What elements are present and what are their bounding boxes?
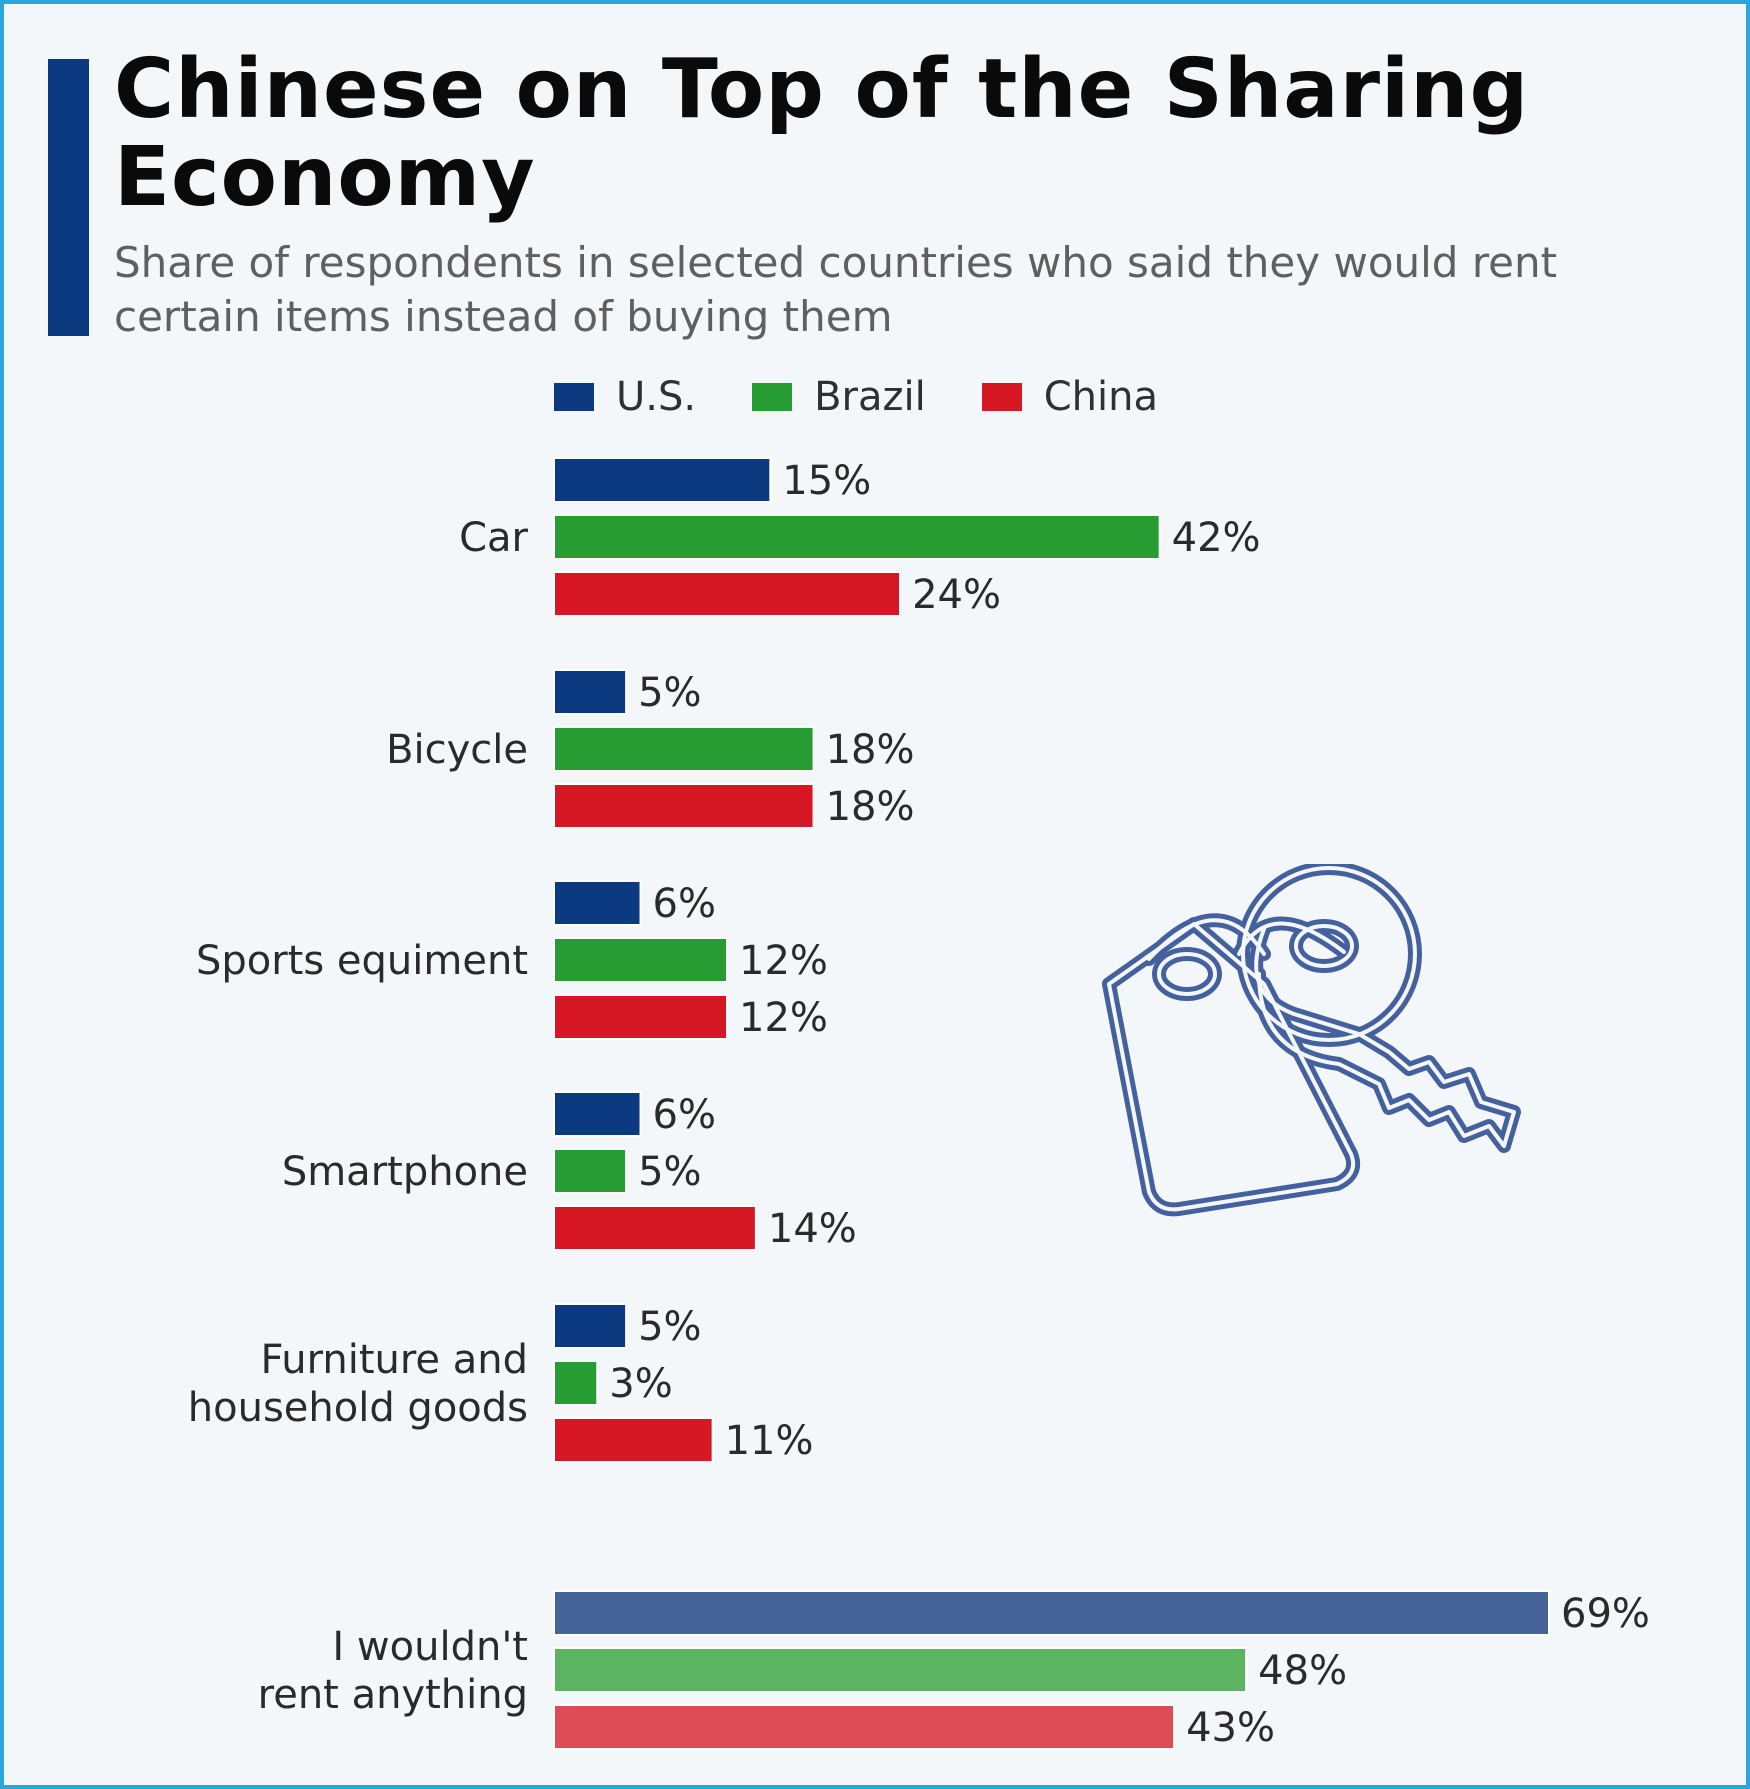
bar-us (553, 669, 628, 715)
bar-china (553, 1704, 1176, 1750)
legend-label-us: U.S. (616, 374, 697, 420)
category-label: Car (459, 515, 528, 561)
bar-china (553, 571, 902, 617)
bar-china (553, 994, 729, 1040)
data-label: 18% (826, 784, 915, 830)
key-with-tag-icon (1102, 864, 1521, 1217)
data-label: 12% (739, 995, 828, 1041)
bar-brazil (553, 1647, 1248, 1693)
bar-us (553, 1590, 1550, 1636)
bar-brazil (553, 726, 815, 772)
legend-item-china: China (981, 374, 1158, 420)
bar-china (553, 1205, 757, 1251)
bar-brazil (553, 1360, 599, 1406)
data-label: 5% (638, 1149, 701, 1195)
data-label: 12% (739, 938, 828, 984)
data-label: 18% (826, 727, 915, 773)
data-label: 6% (653, 1092, 716, 1138)
data-label: 43% (1186, 1705, 1275, 1751)
legend-swatch-china (981, 383, 1022, 411)
chart-legend: U.S. Brazil China (554, 372, 1158, 422)
data-label: 3% (609, 1361, 672, 1407)
chart-title: Chinese on Top of the Sharing Economy (114, 42, 1530, 225)
legend-item-us: U.S. (554, 374, 696, 420)
data-label: 42% (1172, 515, 1261, 561)
chart-subtitle: Share of respondents in selected countri… (114, 238, 1558, 341)
bar-us (553, 880, 642, 926)
bar-brazil (553, 937, 729, 983)
bar-us (553, 1091, 642, 1137)
category-label: Smartphone (282, 1149, 528, 1195)
legend-label-china: China (1043, 374, 1158, 420)
bar-china (553, 783, 815, 829)
bar-us (553, 457, 772, 503)
title-accent-bar (48, 59, 89, 336)
category-label: I wouldn't rent anything (258, 1624, 528, 1718)
data-label: 15% (782, 458, 871, 504)
bar-us (553, 1303, 628, 1349)
legend-label-brazil: Brazil (814, 374, 926, 420)
legend-swatch-us (554, 383, 594, 411)
category-label: Furniture and household goods (188, 1337, 528, 1431)
legend-swatch-brazil (752, 383, 793, 411)
data-label: 5% (638, 670, 701, 716)
category-label: Sports equiment (196, 938, 528, 984)
legend-item-brazil: Brazil (752, 374, 926, 420)
bar-china (553, 1417, 714, 1463)
data-label: 14% (768, 1206, 857, 1252)
bar-brazil (553, 1148, 628, 1194)
data-label: 24% (912, 572, 1001, 618)
data-label: 48% (1258, 1648, 1347, 1694)
data-label: 69% (1561, 1591, 1650, 1637)
data-label: 5% (638, 1304, 701, 1350)
bar-chart: Car 15% 42% 24% Bicycle 5% 18% 18% Sports equime… (188, 457, 1650, 1751)
data-label: 6% (653, 881, 716, 927)
data-label: 11% (725, 1418, 814, 1464)
category-label: Bicycle (386, 727, 528, 773)
bar-brazil (553, 514, 1161, 560)
